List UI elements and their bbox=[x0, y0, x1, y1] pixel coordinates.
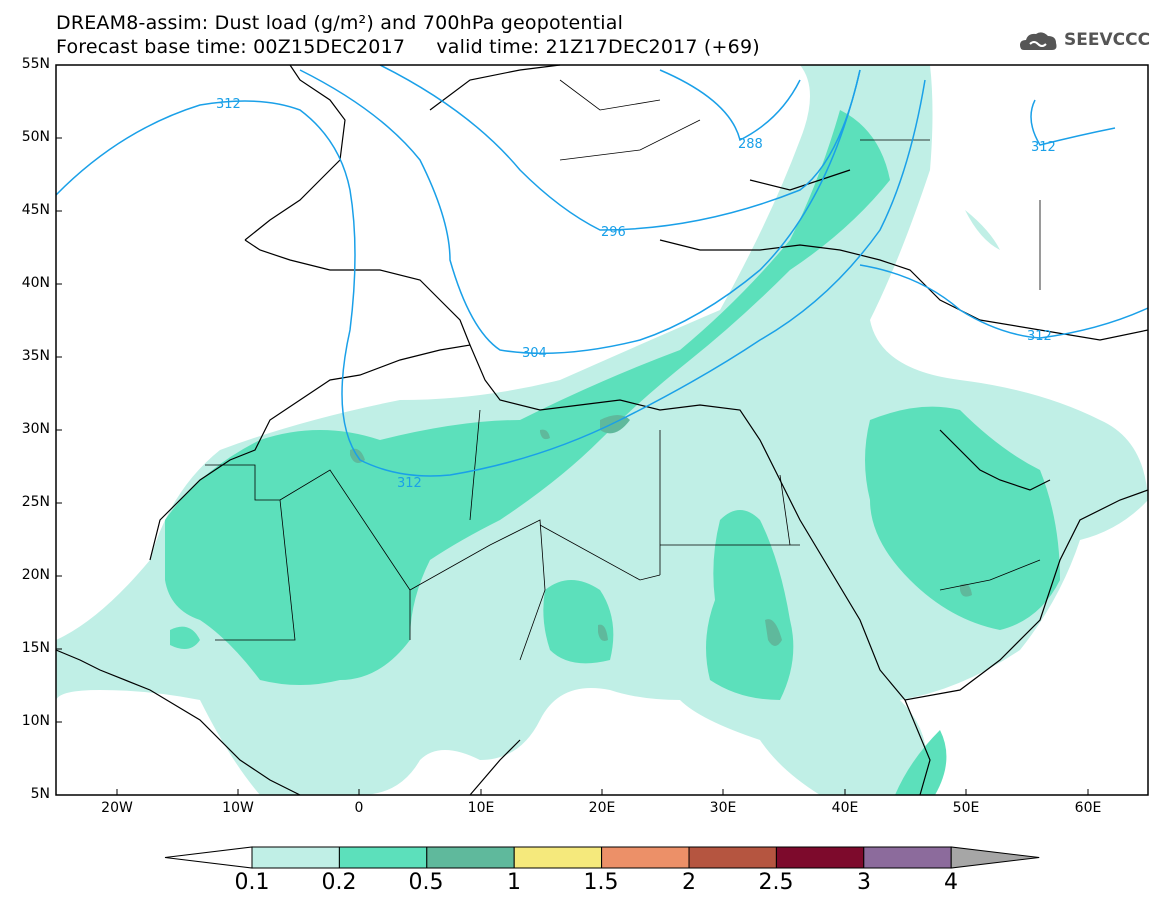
dust-shading-dark bbox=[350, 415, 972, 646]
lat-tick-label: 50N bbox=[21, 129, 50, 145]
lon-tick-label: 40E bbox=[831, 800, 859, 816]
lon-tick-label: 50E bbox=[952, 800, 980, 816]
lon-tick-label: 10W bbox=[222, 800, 254, 816]
lat-tick-label: 25N bbox=[21, 494, 50, 510]
colorbar-label: 4 bbox=[944, 870, 958, 895]
lon-tick-label: 20E bbox=[588, 800, 616, 816]
lon-tick-label: 30E bbox=[709, 800, 737, 816]
colorbar-swatch bbox=[688, 846, 777, 869]
lon-tick-label: 10E bbox=[467, 800, 495, 816]
contour-label: 312 bbox=[397, 476, 422, 491]
lon-tick-label: 20W bbox=[101, 800, 133, 816]
coastlines bbox=[55, 64, 1149, 796]
colorbar-swatch bbox=[601, 846, 690, 869]
colorbar-label: 0.2 bbox=[321, 870, 357, 895]
contour-label: 312 bbox=[216, 97, 241, 112]
colorbar-swatch bbox=[338, 846, 428, 869]
colorbar-swatch bbox=[513, 846, 603, 869]
colorbar-label: 2.5 bbox=[758, 870, 794, 895]
colorbar-swatch bbox=[775, 846, 865, 869]
logo-text: SEEVCCC bbox=[1064, 30, 1151, 50]
lat-tick-label: 5N bbox=[30, 786, 50, 802]
colorbar-label: 2 bbox=[682, 870, 696, 895]
contour-label: 312 bbox=[1027, 329, 1052, 344]
colorbar-swatch bbox=[426, 846, 515, 869]
geopotential-contours bbox=[55, 64, 1149, 477]
colorbar-under-arrow bbox=[164, 846, 253, 869]
lon-tick-label: 60E bbox=[1074, 800, 1102, 816]
lat-tick-label: 45N bbox=[21, 202, 50, 218]
contour-labels: 312 288 312 296 304 312 312 bbox=[216, 97, 1056, 491]
country-borders bbox=[205, 79, 1041, 661]
contour-label: 312 bbox=[1031, 140, 1056, 155]
colorbar-label: 1.5 bbox=[583, 870, 619, 895]
contour-label: 288 bbox=[738, 137, 763, 152]
colorbar-label: 0.5 bbox=[408, 870, 444, 895]
lat-tick-label: 15N bbox=[21, 640, 50, 656]
contour-label: 304 bbox=[522, 346, 547, 361]
cloud-logo-icon bbox=[1020, 32, 1057, 50]
colorbar bbox=[164, 846, 1040, 869]
colorbar-over-arrow bbox=[950, 846, 1040, 869]
lat-tick-label: 55N bbox=[21, 56, 50, 72]
title-line-1: DREAM8-assim: Dust load (g/m²) and 700hP… bbox=[56, 12, 624, 34]
colorbar-label: 3 bbox=[857, 870, 871, 895]
dust-shading-medium bbox=[165, 110, 1060, 795]
lat-tick-label: 10N bbox=[21, 713, 50, 729]
lon-tick-label: 0 bbox=[354, 800, 364, 816]
colorbar-label: 0.1 bbox=[234, 870, 270, 895]
lat-tick-label: 40N bbox=[21, 275, 50, 291]
lat-tick-label: 20N bbox=[21, 567, 50, 583]
lat-tick-label: 30N bbox=[21, 421, 50, 437]
title-line-2: Forecast base time: 00Z15DEC2017 valid t… bbox=[56, 36, 760, 58]
tick-marks bbox=[56, 137, 1089, 795]
lat-tick-label: 35N bbox=[21, 348, 50, 364]
colorbar-swatch bbox=[251, 846, 340, 869]
colorbar-swatch bbox=[863, 846, 952, 869]
colorbar-label: 1 bbox=[507, 870, 521, 895]
contour-label: 296 bbox=[601, 225, 626, 240]
